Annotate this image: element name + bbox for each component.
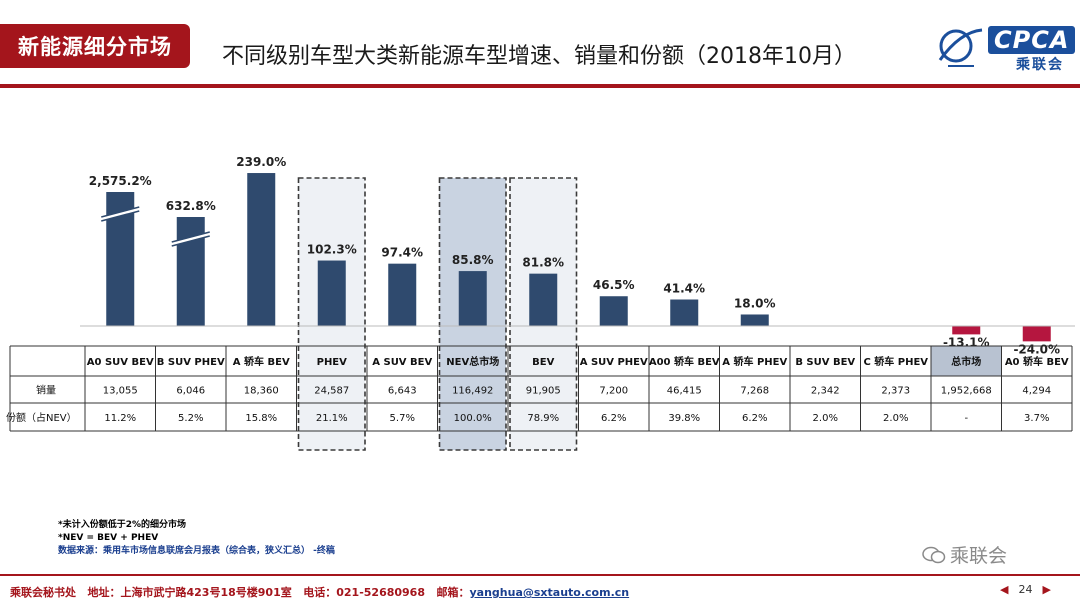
tick-label: BEV <box>532 357 554 368</box>
axis-break-line <box>101 206 140 222</box>
table-cell: 7,200 <box>599 386 628 397</box>
page-number: 24 <box>1018 583 1033 596</box>
table-cell: 100.0% <box>454 413 492 424</box>
tick-label: A00 轿车 BEV <box>649 355 720 368</box>
tick-label: PHEV <box>317 357 348 368</box>
bar <box>599 296 628 326</box>
footnote-nev: *NEV = BEV + PHEV <box>58 533 159 543</box>
bar <box>952 326 981 335</box>
table-cell: 5.7% <box>390 413 415 424</box>
table-cell: 91,905 <box>526 386 561 397</box>
footer-address: 地址：上海市武宁路423号18号楼901室 <box>87 586 292 599</box>
footer-divider <box>0 574 1080 576</box>
table-cell: 24,587 <box>314 386 349 397</box>
bar <box>1022 326 1051 342</box>
axis-break <box>171 232 210 246</box>
data-label: -24.0% <box>1013 342 1060 356</box>
watermark: 乘联会 <box>922 541 1007 568</box>
table-cell: 15.8% <box>245 413 277 424</box>
table-cell: 2.0% <box>813 413 838 424</box>
footnote-source: 数据来源：乘用车市场信息联席会月报表（综合表，狭义汇总） -终稿 <box>58 546 335 556</box>
tick-label: B SUV PHEV <box>157 357 225 368</box>
data-label: 102.3% <box>307 243 357 257</box>
table-cell: 6.2% <box>742 413 767 424</box>
table-cell: 2,342 <box>811 386 840 397</box>
footer-email-link[interactable]: yanghua@sxtauto.com.cn <box>469 586 630 599</box>
data-label: 97.4% <box>381 246 423 260</box>
tick-label: 总市场 <box>951 355 981 368</box>
data-label: 46.5% <box>593 278 635 292</box>
axis-break <box>101 207 140 221</box>
table-cell: 13,055 <box>103 386 138 397</box>
bar <box>529 273 558 326</box>
table-cell: 11.2% <box>104 413 136 424</box>
prev-page-icon[interactable]: ◀ <box>1000 583 1009 596</box>
table-cell: 4,294 <box>1022 386 1051 397</box>
wechat-icon <box>922 546 946 563</box>
table-cell: 116,492 <box>452 386 493 397</box>
footnote-share: *未计入份额低于2%的细分市场 <box>58 520 186 530</box>
table-cell: 6,643 <box>388 386 417 397</box>
footer-org: 乘联会秘书处 <box>10 586 76 599</box>
table-cell: 3.7% <box>1024 413 1049 424</box>
page-title: 不同级别车型大类新能源车型增速、销量和份额（2018年10月） <box>222 44 856 69</box>
table-cell: 6,046 <box>176 386 205 397</box>
row-label: 销量 <box>36 384 56 397</box>
table-cell: 21.1% <box>316 413 348 424</box>
data-label: 41.4% <box>663 282 705 296</box>
cpca-logo: CPCA 乘联会 <box>930 24 1076 73</box>
data-label: 239.0% <box>236 155 286 169</box>
table-cell: 46,415 <box>667 386 702 397</box>
data-label: 85.8% <box>452 253 494 267</box>
table-cell: 2.0% <box>883 413 908 424</box>
footer-phone: 电话：021-52680968 <box>303 586 425 599</box>
tick-label: NEV总市场 <box>446 355 499 368</box>
bar <box>176 217 205 326</box>
next-page-icon[interactable]: ▶ <box>1042 583 1051 596</box>
bar <box>458 271 487 326</box>
cpca-emblem-icon <box>938 28 983 67</box>
bar <box>388 263 417 326</box>
watermark-text: 乘联会 <box>950 545 1008 567</box>
bar <box>670 299 699 326</box>
section-label: 新能源细分市场 <box>0 24 190 68</box>
header-divider <box>0 84 1080 88</box>
logo-text: CPCA <box>988 26 1076 54</box>
data-label: 2,575.2% <box>89 174 152 188</box>
tick-label: A 轿车 BEV <box>233 355 290 368</box>
table-cell: 5.2% <box>178 413 203 424</box>
logo-sub: 乘联会 <box>1016 57 1064 73</box>
bar <box>317 260 346 326</box>
tick-label: A SUV PHEV <box>580 357 648 368</box>
bar <box>740 314 769 326</box>
row-label: 份额（占NEV） <box>6 411 77 424</box>
tick-label: C 轿车 PHEV <box>863 355 928 368</box>
table-cell: 7,268 <box>740 386 769 397</box>
tick-label: A0 SUV BEV <box>87 357 154 368</box>
pager: ◀ 24 ▶ <box>1000 583 1051 596</box>
tick-label: A 轿车 PHEV <box>722 355 787 368</box>
table-cell: 78.9% <box>527 413 559 424</box>
data-label: 81.8% <box>522 256 564 270</box>
tick-label: A SUV BEV <box>372 357 432 368</box>
bar <box>247 173 276 326</box>
axis-break-line <box>171 231 210 247</box>
table-cell: 18,360 <box>244 386 279 397</box>
data-label: 632.8% <box>166 199 216 213</box>
footer: 乘联会秘书处 地址：上海市武宁路423号18号楼901室 电话：021-5268… <box>10 584 629 600</box>
data-label: 18.0% <box>734 296 776 310</box>
header-highlight <box>931 346 1002 376</box>
table-cell: 1,952,668 <box>941 386 992 397</box>
table-cell: - <box>964 413 968 424</box>
tick-label: A0 轿车 BEV <box>1005 355 1069 368</box>
footnotes: *未计入份额低于2%的细分市场 *NEV = BEV + PHEV 数据来源：乘… <box>58 519 335 558</box>
table-cell: 2,373 <box>881 386 910 397</box>
footer-email-label: 邮箱： <box>436 586 470 599</box>
tick-label: B SUV BEV <box>795 357 855 368</box>
table-cell: 39.8% <box>668 413 700 424</box>
table-cell: 6.2% <box>601 413 626 424</box>
